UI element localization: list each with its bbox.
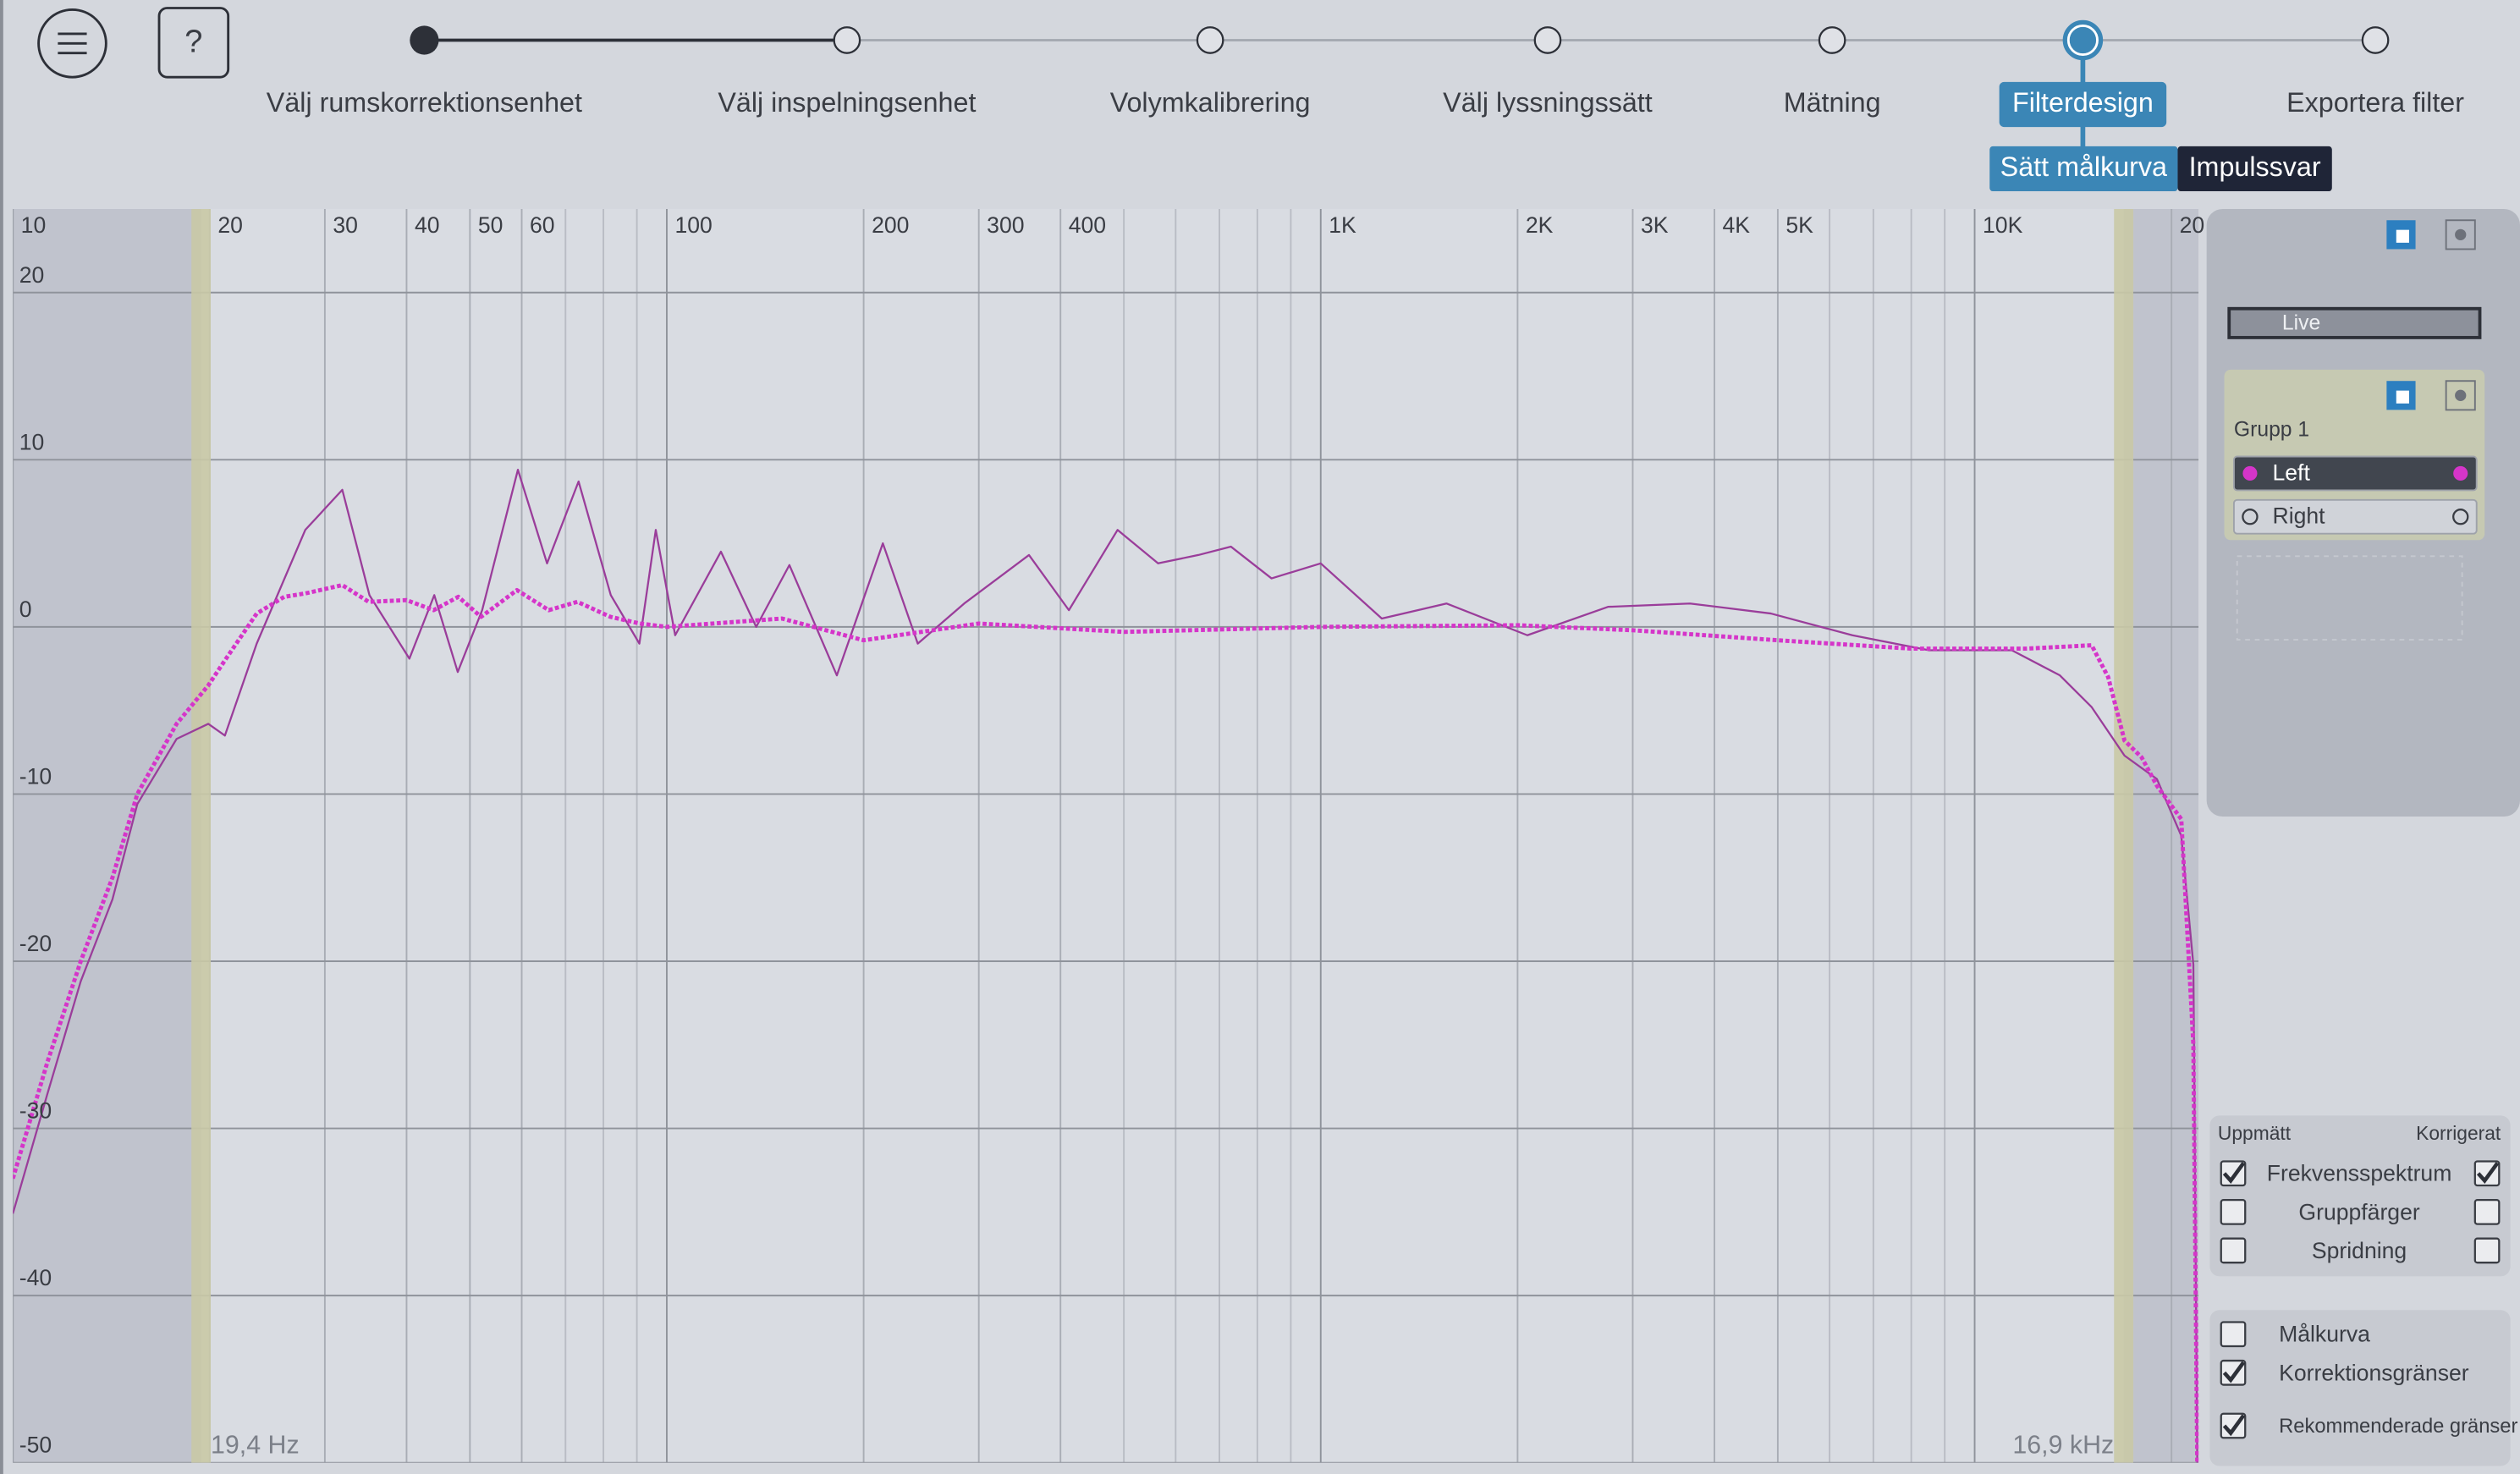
x-tick-label: 20 — [217, 212, 243, 238]
group-panel — [2224, 369, 2485, 541]
help-label: ? — [184, 24, 202, 59]
y-tick-label: 20 — [19, 262, 45, 288]
view-icon-inner — [2396, 229, 2409, 243]
channel-dot — [2453, 465, 2468, 481]
measured-header: Uppmätt — [2218, 1122, 2292, 1144]
menu-icon — [58, 32, 87, 55]
option-label: Frekvensspektrum — [2267, 1161, 2452, 1186]
subtab[interactable] — [2177, 146, 2332, 192]
channel-dot — [2452, 509, 2469, 525]
channel-label[interactable]: Left — [2273, 459, 2311, 485]
x-tick-label: 1K — [1329, 212, 1356, 238]
x-tick-label: 300 — [987, 212, 1024, 238]
x-tick-label: 60 — [530, 212, 555, 238]
option-label: Korrektionsgränser — [2279, 1360, 2469, 1385]
channel-dot — [2242, 465, 2258, 481]
check-mark — [2222, 1162, 2246, 1184]
group-view-icon-inner — [2396, 390, 2409, 404]
channel-dot — [2242, 509, 2259, 525]
plot — [13, 208, 2199, 1463]
x-tick-label: 400 — [1069, 212, 1106, 238]
y-tick-label: -50 — [19, 1433, 52, 1458]
check-mark — [2222, 1414, 2246, 1437]
x-tick-label: 30 — [333, 212, 358, 238]
option-label: Rekommenderade gränser — [2279, 1416, 2517, 1438]
settings-icon-dot — [2455, 228, 2467, 241]
step-node-ring — [2066, 24, 2099, 57]
x-tick-label: 3K — [1641, 212, 1669, 238]
y-tick-label: -20 — [19, 931, 52, 956]
check-mark — [2222, 1361, 2246, 1383]
plot-area — [13, 208, 2199, 1463]
x-tick-label: 10 — [21, 212, 47, 238]
subtab[interactable] — [1989, 146, 2178, 192]
live-input[interactable] — [2227, 306, 2482, 339]
step-highlight — [1999, 81, 2167, 128]
option-label: Spridning — [2312, 1238, 2407, 1263]
x-tick-label: 5K — [1785, 212, 1813, 238]
limit-label: 19,4 Hz — [211, 1431, 300, 1460]
x-tick-label: 50 — [478, 212, 503, 238]
correction-limit — [191, 208, 211, 1463]
step-node[interactable] — [2361, 26, 2390, 54]
measured-checkbox[interactable] — [2220, 1237, 2247, 1264]
option-label: Gruppfärger — [2298, 1199, 2419, 1224]
response-curve — [13, 583, 2199, 1463]
subtab-label[interactable]: Impulssvar — [2189, 151, 2321, 182]
channel-label[interactable]: Right — [2273, 503, 2326, 529]
x-tick-label: 4K — [1723, 212, 1751, 238]
out-of-range — [2123, 208, 2199, 1463]
step-label[interactable]: Välj rumskorrektionsenhet — [267, 87, 582, 118]
option-label: Målkurva — [2279, 1322, 2370, 1347]
y-tick-label: 0 — [19, 597, 32, 622]
step-node[interactable] — [1196, 26, 1224, 54]
step-node[interactable] — [1533, 26, 1562, 54]
channel-row[interactable] — [2232, 498, 2478, 535]
corrected-checkbox[interactable] — [2473, 1237, 2501, 1264]
help-button[interactable] — [157, 7, 230, 79]
overlay-checkbox[interactable] — [2220, 1321, 2247, 1348]
x-tick-label: 10K — [1983, 212, 2023, 238]
group-settings-icon[interactable] — [2445, 380, 2476, 411]
step-node[interactable] — [410, 25, 439, 55]
x-tick-label: 200 — [872, 212, 909, 238]
response-curve — [13, 469, 2198, 1463]
limit-label: 16,9 kHz — [2012, 1431, 2114, 1460]
check-mark — [2476, 1162, 2500, 1184]
y-tick-label: 10 — [19, 429, 45, 454]
measured-checkbox[interactable] — [2220, 1198, 2247, 1225]
channel-row[interactable] — [2232, 455, 2478, 492]
live-label: Live — [2282, 311, 2320, 334]
out-of-range — [13, 208, 201, 1463]
window-edge — [0, 0, 3, 1474]
corrected-header: Korrigerat — [2416, 1122, 2501, 1144]
step-label[interactable]: Exportera filter — [2286, 87, 2464, 118]
step-label[interactable]: Volymkalibrering — [1110, 87, 1311, 118]
y-tick-label: -10 — [19, 763, 52, 789]
step-label[interactable]: Mätning — [1784, 87, 1881, 118]
x-tick-label: 2K — [1526, 212, 1554, 238]
settings-icon[interactable] — [2445, 219, 2476, 250]
step-node[interactable] — [1818, 26, 1846, 54]
correction-limit — [2114, 208, 2134, 1463]
y-tick-label: -30 — [19, 1098, 52, 1124]
step-node[interactable] — [833, 26, 861, 54]
subtab-label[interactable]: Sätt målkurva — [2000, 151, 2167, 182]
x-tick-label: 100 — [674, 212, 712, 238]
corrected-checkbox[interactable] — [2473, 1198, 2501, 1225]
x-tick-label: 40 — [415, 212, 440, 238]
display-options-panel — [2209, 1115, 2511, 1277]
x-tick-label: 20 — [2180, 212, 2205, 238]
step-label[interactable]: Välj inspelningsenhet — [718, 87, 976, 118]
step-label[interactable]: Filterdesign — [2012, 87, 2154, 118]
group-settings-dot — [2455, 389, 2467, 401]
menu-button[interactable] — [37, 8, 107, 79]
overlay-options-panel — [2209, 1310, 2511, 1466]
group-title: Grupp 1 — [2234, 419, 2309, 442]
y-tick-label: -40 — [19, 1265, 52, 1290]
step-label[interactable]: Välj lyssningssätt — [1443, 87, 1653, 118]
